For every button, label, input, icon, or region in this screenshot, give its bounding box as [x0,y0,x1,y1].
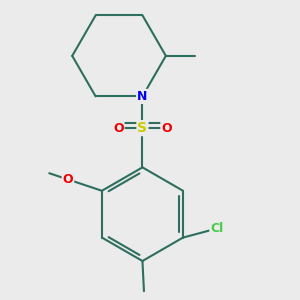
Text: N: N [137,90,148,103]
Text: O: O [161,122,172,135]
Text: N: N [137,90,148,103]
Text: Cl: Cl [210,222,224,235]
Text: O: O [63,173,73,186]
Text: S: S [137,121,148,135]
Text: O: O [113,122,124,135]
